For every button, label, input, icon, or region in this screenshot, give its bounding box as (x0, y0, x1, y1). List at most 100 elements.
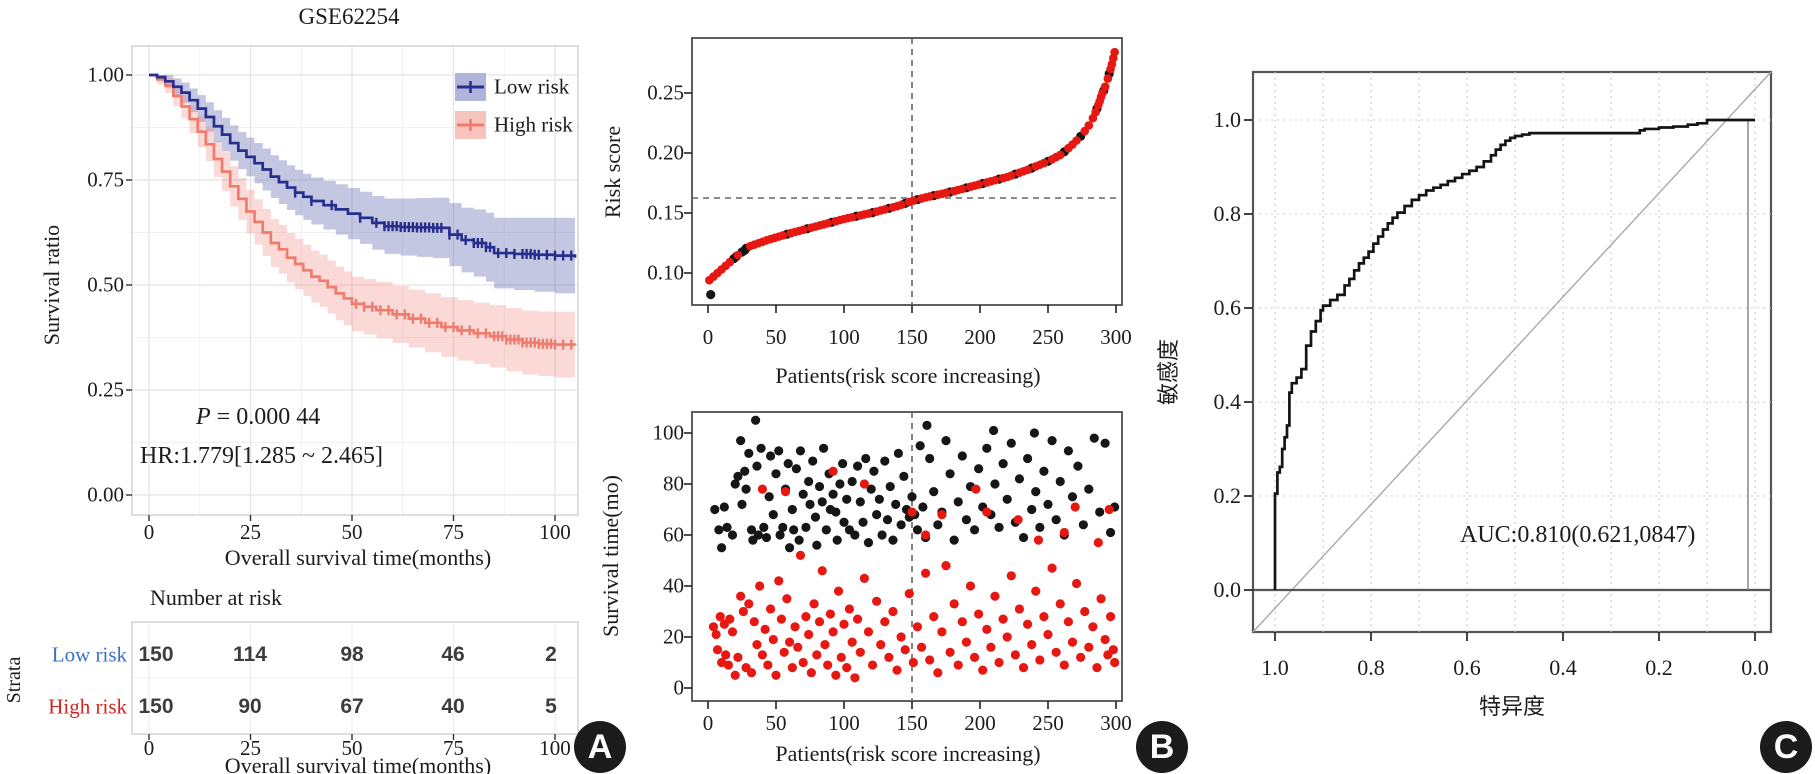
risk-table-x-tick-label: 75 (443, 736, 464, 760)
survtime-point-black (1018, 532, 1029, 543)
roc-y-tick-label: 0.0 (1213, 576, 1242, 602)
auc-annotation: AUC:0.810(0.621,0847) (1460, 522, 1696, 548)
survtime-point-red (859, 573, 870, 583)
survtime-point-black (753, 530, 763, 540)
survtime-point-black (812, 540, 822, 550)
survtime-point-red (823, 660, 833, 670)
survtime-point-black (746, 525, 757, 535)
survtime-point-black (874, 494, 884, 504)
riskscore-point-black (706, 290, 716, 300)
riskscore-point-red (798, 225, 808, 235)
survtime-point-red (1059, 660, 1069, 670)
survtime-point-red (892, 665, 902, 675)
survtime-point-red (900, 645, 910, 655)
survtime-point-black (775, 530, 785, 540)
survtime-point-red (828, 466, 838, 476)
legend-label-low-risk: Low risk (494, 74, 570, 99)
survtime-point-black (863, 538, 874, 548)
survtime-point-red (1071, 578, 1082, 589)
panelA-title: GSE62254 (298, 4, 400, 29)
p-value-symbol: P (196, 404, 211, 430)
riskscore-y-tick-label: 0.15 (647, 200, 684, 225)
survtime-point-red (1023, 619, 1033, 629)
risk-table-value: 90 (238, 695, 262, 718)
km-x-tick-label: 50 (341, 520, 363, 544)
survtime-point-black (1039, 466, 1049, 476)
survtime-point-black (736, 436, 746, 446)
survtime-point-red (974, 609, 984, 619)
km-curve (149, 73, 577, 346)
legend-label-high-risk: High risk (494, 112, 573, 137)
survtime-point-red (749, 617, 759, 627)
survtime-point-black (839, 517, 849, 527)
survtime-point-red (712, 645, 723, 655)
survtime-point-black (821, 525, 831, 535)
survtime-y-tick-label: 80 (663, 471, 684, 496)
survtime-point-black (722, 522, 732, 532)
survtime-point-red (831, 670, 841, 680)
survtime-point-black (838, 459, 848, 469)
survtime-point-red (978, 665, 988, 675)
survtime-point-red (1076, 652, 1086, 663)
riskscore-point-red (1100, 82, 1110, 91)
survtime-point-red (757, 650, 768, 660)
panel-badge-A: A (574, 721, 626, 773)
survtime-point-black (730, 479, 740, 489)
survtime-point-black (888, 535, 898, 545)
survtime-point-black (835, 479, 845, 489)
survtime-x-tick-label: 150 (896, 711, 928, 735)
survtime-point-black (717, 543, 727, 553)
survtime-xlabel: Patients(risk score increasing) (775, 741, 1041, 766)
survtime-point-red (771, 670, 781, 680)
survtime-point-red (736, 591, 746, 601)
survtime-point-red (1043, 629, 1053, 640)
survtime-point-red (847, 637, 857, 647)
survtime-point-red (953, 660, 963, 670)
survtime-point-red (790, 622, 800, 632)
survtime-point-red (896, 632, 906, 642)
riskscore-point-red (1103, 74, 1113, 83)
survtime-point-red (723, 660, 734, 670)
roc-xlabel: 特异度 (1478, 695, 1546, 720)
survtime-point-black (1067, 492, 1078, 502)
survtime-point-black (814, 481, 825, 492)
roc-y-tick-label: 0.2 (1213, 482, 1242, 508)
survtime-point-red (937, 627, 947, 637)
risk-table-value: 98 (340, 643, 364, 666)
survtime-point-black (785, 543, 795, 553)
risk-table-value: 40 (441, 695, 465, 718)
survtime-point-black (1105, 527, 1116, 538)
survtime-point-red (907, 507, 917, 517)
riskscore-point-red (896, 200, 906, 210)
roc-ylabel: 敏感度 (1156, 338, 1182, 406)
survtime-x-tick-label: 300 (1100, 711, 1132, 735)
survtime-y-tick-label: 0 (673, 675, 685, 700)
risk-row-label-0: Low risk (51, 642, 127, 667)
survtime-y-tick-label: 60 (663, 522, 684, 547)
survtime-point-red (949, 599, 959, 609)
survtime-point-black (953, 497, 963, 507)
survtime-point-black (1006, 438, 1016, 448)
survtime-point-red (730, 670, 740, 680)
survtime-point-red (711, 629, 721, 640)
survtime-point-red (765, 604, 776, 614)
survtime-point-black (719, 502, 729, 512)
roc-diagonal-line (1252, 71, 1772, 633)
survtime-point-red (1055, 599, 1065, 609)
survtime-point-red (1047, 563, 1057, 573)
survtime-point-black (804, 476, 814, 487)
riskscore-point-red (1091, 107, 1100, 117)
survtime-point-red (755, 581, 765, 591)
survtime-point-black (891, 499, 901, 509)
survtime-point-red (994, 657, 1004, 668)
riskscore-x-tick-label: 300 (1100, 325, 1132, 349)
survtime-point-red (806, 668, 816, 678)
roc-y-tick-label: 0.4 (1213, 388, 1242, 414)
p-value-number: = 0.000 44 (210, 404, 321, 430)
survtime-point-black (752, 461, 762, 471)
risk-table-value: 150 (138, 695, 174, 718)
survtime-point-red (825, 609, 836, 619)
riskscore-point-red (725, 257, 735, 267)
survtime-point-red (779, 647, 789, 657)
survtime-point-black (998, 459, 1008, 469)
